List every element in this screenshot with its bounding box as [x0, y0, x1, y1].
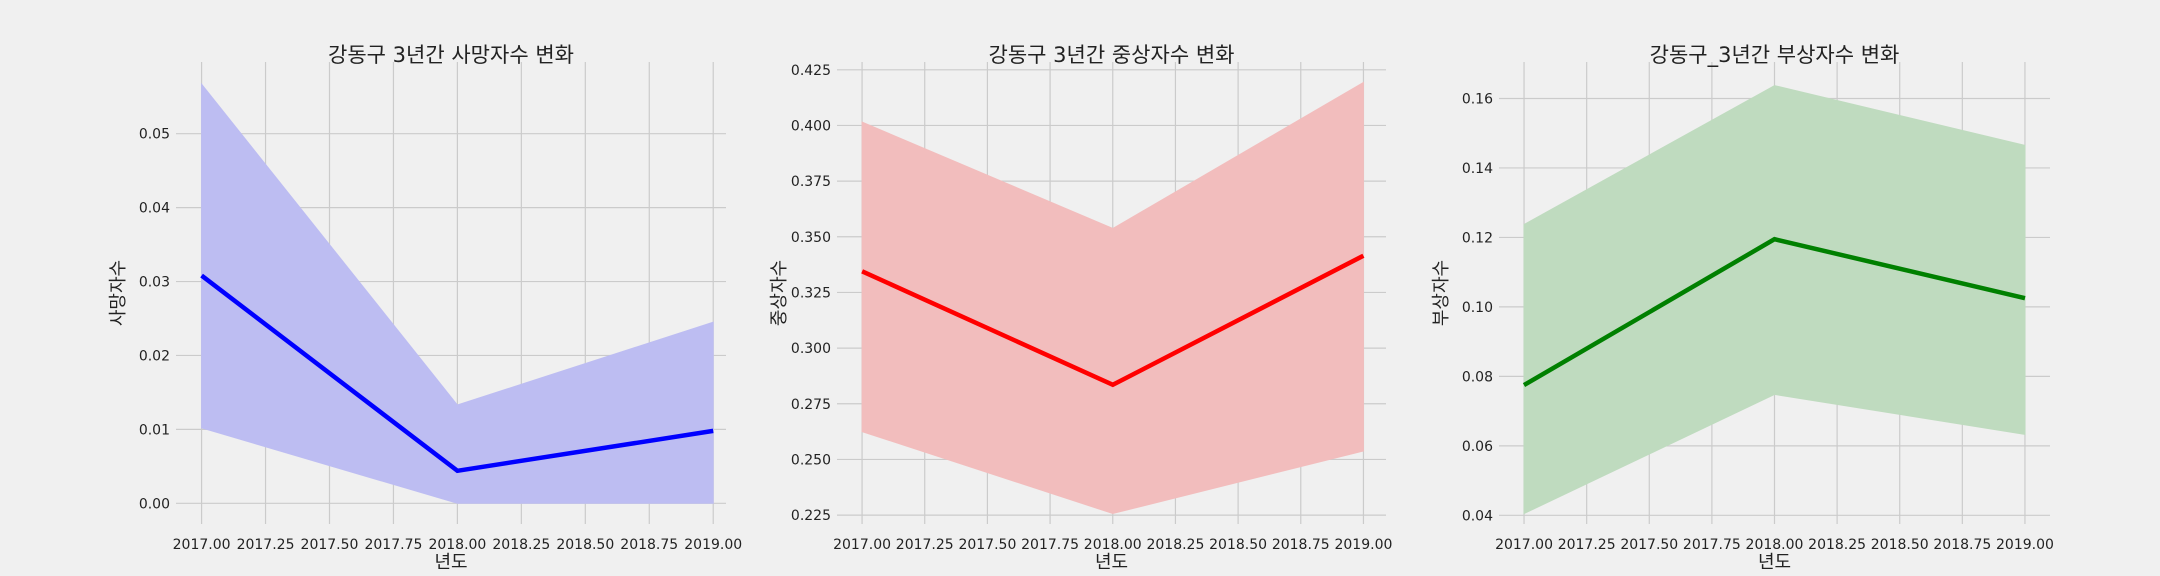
x-tick-label: 2017.75	[364, 537, 422, 553]
x-tick-label: 2018.00	[428, 537, 486, 553]
y-tick-label: 0.02	[139, 348, 170, 364]
x-tick-label: 2018.50	[1209, 537, 1267, 553]
x-tick-label: 2017.25	[237, 537, 295, 553]
x-tick-label: 2017.50	[1620, 537, 1678, 553]
y-axis-label: 사망자수	[108, 260, 129, 326]
y-tick-label: 0.350	[791, 230, 831, 246]
y-tick-label: 0.08	[1462, 369, 1493, 385]
y-tick-label: 0.425	[791, 63, 831, 79]
y-tick-label: 0.400	[791, 118, 831, 134]
x-tick-label: 2018.50	[1871, 537, 1929, 553]
x-tick-label: 2017.50	[958, 537, 1016, 553]
x-tick-label: 2018.75	[620, 537, 678, 553]
x-tick-label: 2018.50	[556, 537, 614, 553]
x-axis-label: 년도	[1095, 552, 1128, 573]
x-tick-label: 2018.25	[492, 537, 550, 553]
x-tick-label: 2019.00	[1334, 537, 1392, 553]
chart-title: 강동구_3년간 부상자수 변화	[1650, 43, 1900, 68]
x-tick-label: 2018.75	[1933, 537, 1991, 553]
x-tick-label: 2018.00	[1746, 537, 1804, 553]
y-tick-label: 0.325	[791, 285, 831, 301]
x-tick-label: 2018.25	[1808, 537, 1866, 553]
x-tick-label: 2017.75	[1683, 537, 1741, 553]
y-tick-label: 0.300	[791, 341, 831, 357]
y-tick-label: 0.14	[1462, 161, 1493, 177]
y-tick-label: 0.06	[1462, 439, 1493, 455]
y-axis-label: 부상자수	[1431, 260, 1452, 326]
chart-panel-3: 2017.00 2017.25 2017.50 2017.75 2018.00 2018.…	[1431, 43, 2054, 573]
chart-title: 강동구 3년간 사망자수 변화	[328, 43, 574, 67]
y-tick-label: 0.01	[139, 422, 170, 438]
x-tick-label: 2017.25	[896, 537, 954, 553]
x-tick-label: 2017.00	[1495, 537, 1553, 553]
y-tick-label: 0.00	[139, 496, 170, 512]
x-tick-label: 2018.25	[1146, 537, 1204, 553]
confidence-band	[201, 82, 714, 504]
y-tick-label: 0.12	[1462, 230, 1493, 246]
y-tick-label: 0.375	[791, 174, 831, 190]
x-tick-label: 2017.25	[1558, 537, 1616, 553]
x-tick-label: 2017.75	[1021, 537, 1079, 553]
y-tick-label: 0.16	[1462, 91, 1493, 107]
y-tick-label: 0.05	[139, 127, 170, 143]
y-tick-label: 0.04	[139, 201, 170, 217]
charts-root: 2017.00 2017.25 2017.50 2017.75 2018.00 2018.…	[108, 43, 2054, 573]
y-axis-label: 중상자수	[769, 260, 790, 326]
x-tick-label: 2017.00	[833, 537, 891, 553]
x-tick-label: 2018.00	[1084, 537, 1142, 553]
x-axis-label: 년도	[434, 552, 467, 573]
y-tick-label: 0.250	[791, 452, 831, 468]
y-tick-label: 0.04	[1462, 508, 1493, 524]
y-tick-label: 0.03	[139, 275, 170, 291]
chart-panel-2: 2017.00 2017.25 2017.50 2017.75 2018.00 2018.…	[769, 43, 1392, 573]
x-tick-label: 2019.00	[1996, 537, 2054, 553]
chart-title: 강동구 3년간 중상자수 변화	[989, 43, 1235, 67]
x-tick-label: 2017.50	[301, 537, 359, 553]
confidence-band	[861, 81, 1364, 515]
x-tick-label: 2019.00	[684, 537, 742, 553]
x-axis-label: 년도	[1758, 552, 1791, 573]
y-tick-label: 0.10	[1462, 300, 1493, 316]
x-tick-label: 2018.75	[1272, 537, 1330, 553]
y-tick-label: 0.275	[791, 397, 831, 413]
x-tick-label: 2017.00	[173, 537, 231, 553]
y-tick-label: 0.225	[791, 508, 831, 524]
confidence-band	[1523, 85, 2026, 515]
chart-panel-1: 2017.00 2017.25 2017.50 2017.75 2018.00 2018.…	[108, 43, 742, 573]
